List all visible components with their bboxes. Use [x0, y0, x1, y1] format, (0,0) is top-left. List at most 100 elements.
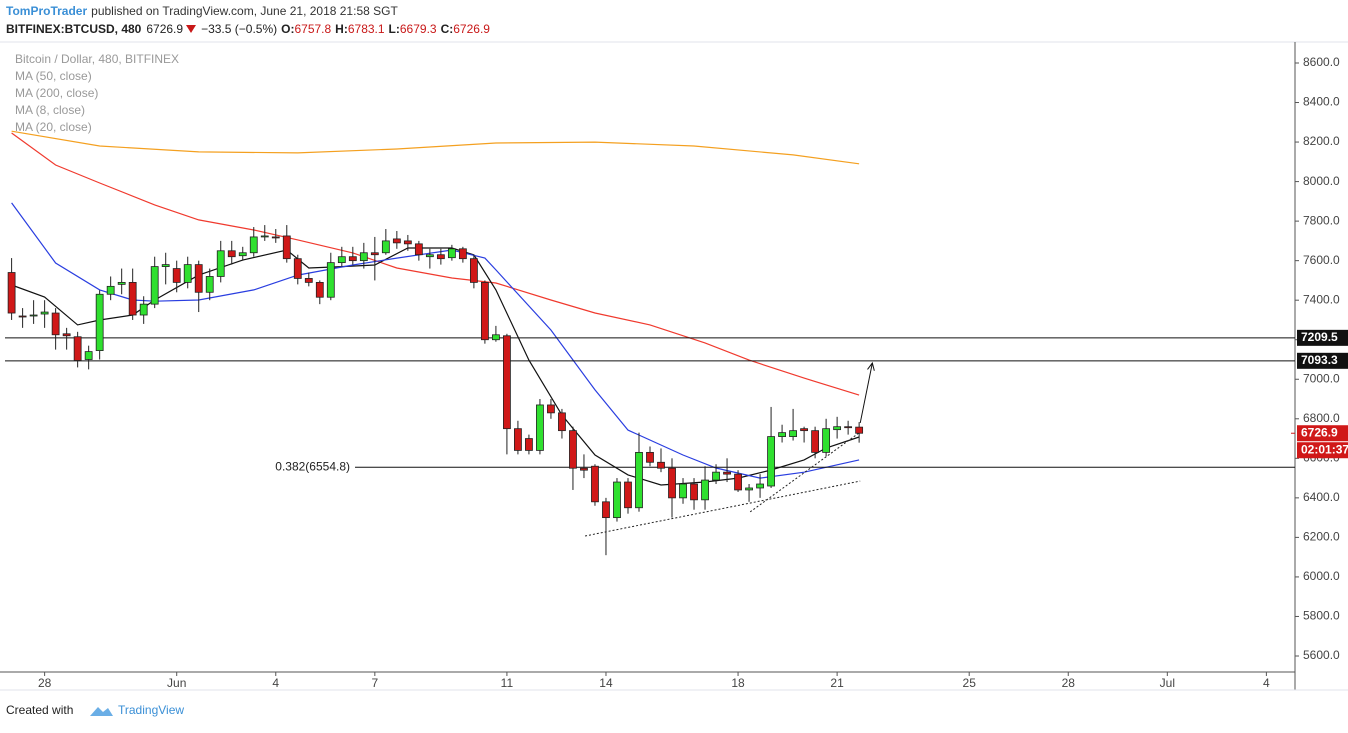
level-label: 7093.3: [1301, 353, 1338, 367]
candle-body: [503, 335, 511, 430]
legend-entry: MA (200, close): [15, 86, 98, 100]
candle-body: [7, 272, 16, 314]
candle-body: [701, 479, 709, 501]
y-tick-label: 6000.0: [1303, 569, 1340, 583]
level-label: 7209.5: [1301, 330, 1338, 344]
candle-body: [84, 351, 93, 360]
candle-body: [480, 281, 489, 341]
x-tick-label: 4: [272, 676, 279, 690]
candle-body: [359, 252, 368, 262]
y-tick-label: 6400.0: [1303, 490, 1340, 504]
candle-body: [536, 404, 544, 451]
x-tick-label: 14: [599, 676, 613, 690]
candle-body: [370, 252, 379, 256]
candle-body: [18, 315, 27, 318]
chart-title: Bitcoin / Dollar, 480, BITFINEX: [15, 52, 179, 66]
ohlc-value: 6726.9: [453, 22, 490, 36]
x-tick-label: 28: [1062, 676, 1076, 690]
candle-body: [271, 236, 280, 239]
candle-body: [172, 268, 181, 283]
candle-body: [734, 473, 742, 491]
y-tick-label: 7400.0: [1303, 292, 1340, 306]
candle-body: [591, 465, 599, 503]
y-tick-label: 8600.0: [1303, 55, 1340, 69]
last-price-label: 6726.9: [1301, 425, 1338, 439]
candle-body: [260, 235, 269, 238]
candle-body: [635, 451, 643, 509]
candle-body: [128, 281, 137, 316]
candle-body: [547, 404, 555, 414]
candle-body: [679, 483, 687, 499]
y-tick-label: 8000.0: [1303, 174, 1340, 188]
x-tick-label: 11: [501, 676, 514, 690]
y-tick-label: 7600.0: [1303, 253, 1340, 267]
candle-body: [767, 436, 775, 487]
countdown-box: [1297, 442, 1348, 459]
trendline: [584, 480, 861, 537]
candle-body: [227, 250, 236, 258]
ohlc-label: O:: [281, 22, 294, 36]
ohlc-value: 6757.8: [294, 22, 331, 36]
legend-entry: MA (50, close): [15, 69, 92, 83]
candle-body: [315, 281, 324, 298]
y-tick-label: 8200.0: [1303, 134, 1340, 148]
header: TomProTrader published on TradingView.com…: [6, 4, 398, 18]
ohlc-label: C:: [441, 22, 454, 36]
candle-body: [624, 481, 632, 509]
candle-body: [469, 258, 478, 283]
arrow: [859, 362, 873, 424]
quote: BITFINEX:BTCUSD, 480 6726.9 −33.5 (−0.5%) O…: [6, 22, 490, 36]
candle-body: [62, 333, 71, 337]
x-tick-label: 7: [371, 676, 378, 690]
trendline: [749, 431, 861, 513]
x-tick-label: 21: [830, 676, 844, 690]
candle-body: [293, 258, 302, 279]
x-tick-label: 4: [1263, 676, 1270, 690]
candle-body: [514, 428, 522, 451]
candle-body: [646, 451, 654, 463]
candle-body: [150, 266, 159, 305]
y-tick-label: 7800.0: [1303, 213, 1340, 227]
footer-brand[interactable]: TradingView: [118, 703, 184, 717]
candle-body: [525, 438, 533, 451]
candle-body: [348, 256, 357, 262]
candle-body: [492, 334, 500, 341]
candle-body: [425, 254, 434, 258]
candle-body: [304, 278, 313, 283]
candle-body: [690, 483, 698, 501]
x-tick-label: 18: [731, 676, 745, 690]
y-tick-label: 6200.0: [1303, 530, 1340, 544]
candle-body: [51, 312, 60, 336]
candle-body: [161, 264, 170, 267]
ohlc-value: 6783.1: [348, 22, 385, 36]
candle-body: [40, 311, 49, 315]
y-tick-label: 8400.0: [1303, 95, 1340, 109]
candle-body: [414, 243, 423, 256]
author: TomProTrader: [6, 4, 87, 18]
ohlc-label: L:: [389, 22, 400, 36]
candle-body: [106, 285, 115, 295]
last-price-label-box: [1297, 425, 1348, 442]
x-tick-label: Jun: [167, 676, 186, 690]
legend-entry: MA (20, close): [15, 120, 92, 134]
candle-body: [117, 281, 126, 285]
symbol: BITFINEX:BTCUSD, 480: [6, 22, 142, 36]
candle-body: [73, 336, 82, 361]
candle-body: [282, 235, 291, 260]
candle-body: [183, 264, 192, 283]
candle-body: [811, 430, 820, 453]
candle-body: [337, 256, 346, 264]
level-label-box: [1297, 352, 1348, 369]
candle-body: [216, 250, 225, 277]
candle-body: [95, 293, 104, 351]
down-triangle: [186, 25, 196, 33]
candle-body: [844, 426, 853, 429]
x-tick-label: 28: [38, 676, 52, 690]
last: 6726.9: [146, 22, 183, 36]
candle-body: [822, 428, 831, 453]
candle-body: [326, 262, 335, 298]
candle-body: [29, 314, 38, 317]
candle-body: [800, 428, 808, 432]
candle-body: [613, 481, 621, 519]
